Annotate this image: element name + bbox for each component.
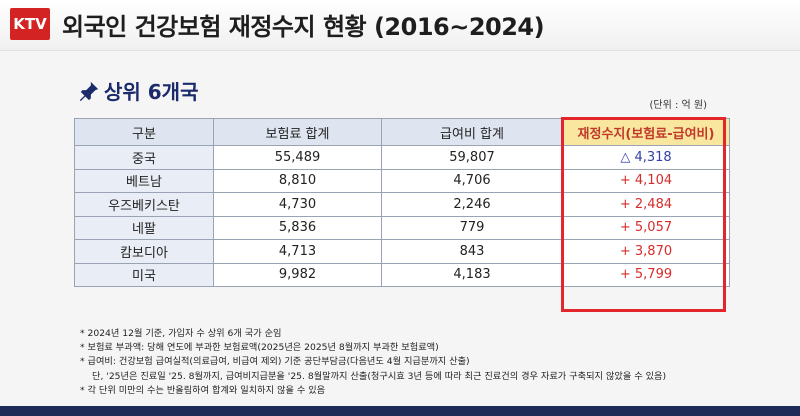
premium-cell: 8,810 [213, 168, 382, 193]
footnote: * 각 단위 미만의 수는 반올림하여 합계와 일치하지 않을 수 있음 [80, 384, 326, 396]
balance-cell: △ 4,318 [562, 145, 730, 170]
table-row: 베트남 8,810 4,706 + 4,104 [74, 168, 730, 193]
finance-table: 구분 보험료 합계 급여비 합계 재정수지(보험료-급여비) 중국 55,489… [74, 118, 730, 287]
header-bar: KTV 외국인 건강보험 재정수지 현황 (2016~2024) [0, 0, 800, 51]
benefit-cell: 843 [381, 239, 563, 264]
table-row: 중국 55,489 59,807 △ 4,318 [74, 145, 730, 170]
balance-cell: + 3,870 [562, 239, 730, 264]
table-row: 네팔 5,836 779 + 5,057 [74, 215, 730, 240]
header-benefit-total: 급여비 합계 [381, 118, 563, 146]
unit-label: (단위 : 억 원) [649, 100, 707, 111]
premium-cell: 4,730 [213, 192, 382, 217]
bottom-bar [0, 406, 800, 416]
footnotes: * 2024년 12월 기준, 가입자 수 상위 6개 국가 순임 * 보험료 … [80, 327, 666, 398]
benefit-cell: 4,706 [381, 168, 563, 193]
table-header-row: 구분 보험료 합계 급여비 합계 재정수지(보험료-급여비) [74, 118, 730, 146]
channel-logo: KTV [10, 8, 50, 40]
header-balance: 재정수지(보험료-급여비) [562, 118, 730, 146]
section-heading: 상위 6개국 [78, 76, 198, 105]
country-cell: 중국 [74, 145, 214, 170]
table-row: 미국 9,982 4,183 + 5,799 [74, 262, 730, 287]
footnote: * 보험료 부과액: 당해 연도에 부과한 보험료액(2025년은 2025년 … [80, 342, 439, 354]
benefit-cell: 779 [381, 215, 563, 240]
premium-cell: 55,489 [213, 145, 382, 170]
header-category: 구분 [74, 118, 214, 146]
balance-cell: + 5,057 [562, 215, 730, 240]
table-row: 캄보디아 4,713 843 + 3,870 [74, 239, 730, 264]
table-row: 우즈베키스탄 4,730 2,246 + 2,484 [74, 192, 730, 217]
benefit-cell: 2,246 [381, 192, 563, 217]
page-title: 외국인 건강보험 재정수지 현황 (2016~2024) [62, 13, 545, 41]
footnote: 단, '25년은 진료일 '25. 8월까지, 급여비지급분을 '25. 8월말… [92, 370, 667, 382]
footnote: * 급여비: 건강보험 급여실적(의료급여, 비급여 제외) 기준 공단부담금(… [80, 356, 470, 368]
premium-cell: 9,982 [213, 262, 382, 287]
section-subtitle: 상위 6개국 [104, 80, 199, 104]
country-cell: 네팔 [74, 215, 214, 240]
country-cell: 캄보디아 [74, 239, 214, 264]
balance-cell: + 4,104 [562, 168, 730, 193]
country-cell: 베트남 [74, 168, 214, 193]
balance-cell: + 5,799 [562, 262, 730, 287]
benefit-cell: 59,807 [381, 145, 563, 170]
footnote: * 2024년 12월 기준, 가입자 수 상위 6개 국가 순임 [80, 328, 282, 339]
benefit-cell: 4,183 [381, 262, 563, 287]
header-premium-total: 보험료 합계 [213, 118, 382, 146]
premium-cell: 4,713 [213, 239, 382, 264]
pushpin-icon [79, 81, 99, 101]
premium-cell: 5,836 [213, 215, 382, 240]
country-cell: 우즈베키스탄 [74, 192, 214, 217]
country-cell: 미국 [74, 262, 214, 287]
balance-cell: + 2,484 [562, 192, 730, 217]
